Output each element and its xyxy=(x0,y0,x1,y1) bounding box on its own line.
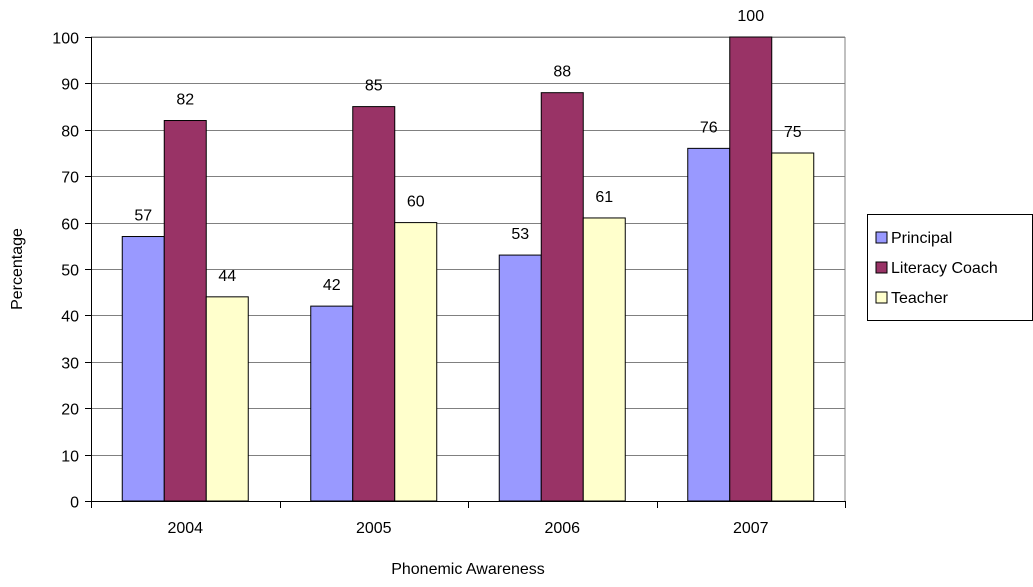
bars xyxy=(121,36,815,502)
legend-label: Teacher xyxy=(891,290,949,307)
bar-literacy-coach-2006 xyxy=(540,92,584,502)
bar-principal-2007 xyxy=(687,147,731,502)
data-label: 100 xyxy=(737,8,764,25)
y-tick-label: 100 xyxy=(52,31,79,48)
legend-swatch xyxy=(875,231,888,244)
legend-swatch xyxy=(875,291,888,304)
data-label: 85 xyxy=(365,78,383,95)
y-axis-title: Percentage xyxy=(9,228,26,310)
bar-literacy-coach-2007 xyxy=(729,36,773,502)
y-tick-label: 40 xyxy=(61,309,79,326)
data-label: 82 xyxy=(176,92,194,109)
data-label: 61 xyxy=(595,189,613,206)
bar-teacher-2006 xyxy=(582,217,626,502)
y-tick-label: 30 xyxy=(61,356,79,373)
x-tick-label: 2005 xyxy=(356,520,392,537)
data-labels: 57 82 44 42 85 60 53 88 61 76 100 75 xyxy=(134,8,801,294)
x-tick-label: 2004 xyxy=(167,520,203,537)
data-label: 42 xyxy=(323,277,341,294)
y-tick-label: 0 xyxy=(70,495,79,512)
bar-principal-2004 xyxy=(121,236,165,502)
axes: 0 10 20 30 40 50 60 70 80 90 100 2004 2005 2006 2007 xyxy=(52,31,846,537)
data-label: 57 xyxy=(134,208,152,225)
data-label: 44 xyxy=(218,268,236,285)
legend-label: Literacy Coach xyxy=(891,260,998,277)
y-tick-label: 80 xyxy=(61,124,79,141)
x-axis-title: Phonemic Awareness xyxy=(391,561,545,578)
y-tick-label: 50 xyxy=(61,263,79,280)
bar-literacy-coach-2004 xyxy=(163,120,207,502)
data-label: 60 xyxy=(407,194,425,211)
data-label: 76 xyxy=(700,119,718,136)
data-label: 53 xyxy=(511,226,529,243)
bar-teacher-2007 xyxy=(771,152,815,502)
y-tick-label: 20 xyxy=(61,402,79,419)
y-tick-label: 60 xyxy=(61,217,79,234)
y-tick-label: 10 xyxy=(61,449,79,466)
data-label: 88 xyxy=(553,64,571,81)
x-tick-label: 2006 xyxy=(544,520,580,537)
bar-principal-2006 xyxy=(498,254,542,502)
bar-teacher-2005 xyxy=(394,222,438,502)
bar-literacy-coach-2005 xyxy=(352,106,396,502)
legend-swatch xyxy=(875,261,888,274)
legend-label: Principal xyxy=(891,230,952,247)
y-tick-label: 90 xyxy=(61,77,79,94)
data-label: 75 xyxy=(784,124,802,141)
x-tick-label: 2007 xyxy=(733,520,769,537)
legend: Principal Literacy Coach Teacher xyxy=(867,214,1033,321)
bar-principal-2005 xyxy=(310,305,354,502)
bar-teacher-2004 xyxy=(205,296,249,502)
y-tick-label: 70 xyxy=(61,170,79,187)
